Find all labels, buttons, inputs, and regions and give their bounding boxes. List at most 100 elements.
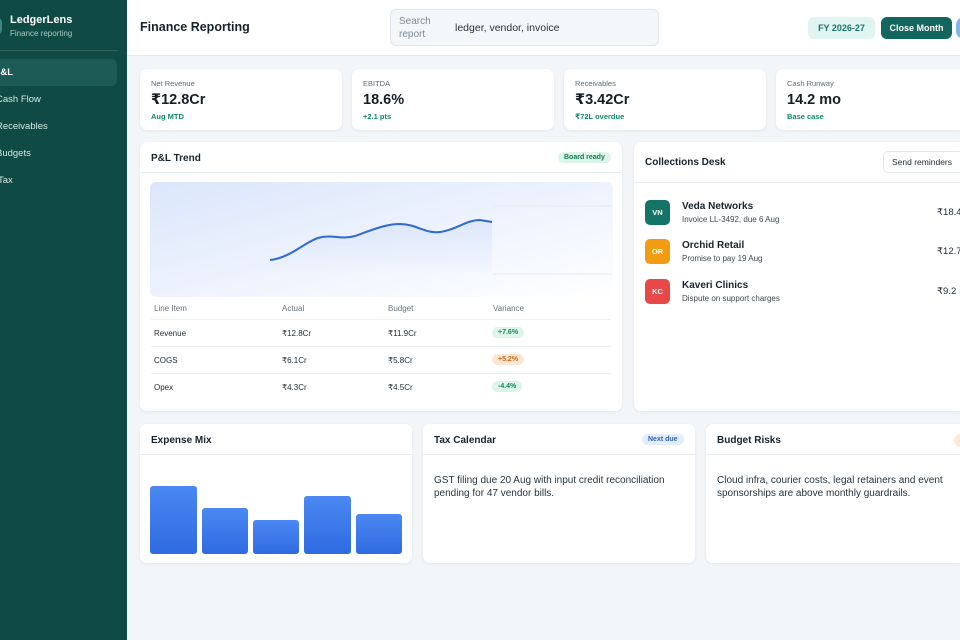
page-title: Finance Reporting <box>140 20 250 34</box>
sidebar-item-label: P&L <box>0 67 13 78</box>
sidebar-item-pl[interactable]: P&L <box>0 59 117 86</box>
card-title: P&L Trend <box>151 153 201 164</box>
table-cell: Revenue <box>154 329 187 338</box>
tax-calendar-card: Tax Calendar Next due GST filing due 20 … <box>423 424 695 563</box>
expense-bar <box>253 520 299 554</box>
column-header: Budget <box>388 304 414 313</box>
sidebar-item-budgets[interactable]: Budgets <box>0 140 127 167</box>
card-title: Collections Desk <box>645 157 726 168</box>
card-title: Tax Calendar <box>434 435 497 446</box>
kpi-note: ₹72L overdue <box>575 112 625 121</box>
kpi-value: ₹3.42Cr <box>575 92 630 108</box>
sidebar-item-label: Budgets <box>0 148 31 159</box>
table-cell: ₹6.1Cr <box>282 356 307 365</box>
table-cell: ₹12.8Cr <box>282 329 312 338</box>
fiscal-year-selector[interactable]: FY 2026-27 <box>808 17 875 39</box>
kpi-label: Net Revenue <box>151 79 195 88</box>
divider <box>151 346 611 347</box>
brand-subtitle: Finance reporting <box>10 29 73 38</box>
table-cell: COGS <box>154 356 178 365</box>
sidebar-item-label: Tax <box>0 175 13 186</box>
risk-badge <box>954 434 960 447</box>
expense-bar <box>356 514 402 554</box>
kpi-value: ₹12.8Cr <box>151 92 206 108</box>
user-avatar[interactable] <box>956 17 960 39</box>
customer-detail: Invoice LL-3492, due 6 Aug <box>682 215 780 224</box>
kpi-label: Receivables <box>575 79 616 88</box>
search-label: Search report <box>399 16 431 40</box>
amount: ₹9.2 <box>937 286 957 297</box>
expense-bar-chart <box>150 486 402 554</box>
divider <box>151 373 611 374</box>
kpi-card-ebitda: EBITDA 18.6% +2.1 pts <box>352 69 554 130</box>
expense-mix-card: Expense Mix <box>140 424 412 563</box>
collections-desk-card: Collections Desk Send reminders VN Veda … <box>634 142 960 411</box>
brand-logo-icon <box>0 17 2 35</box>
kpi-value: 14.2 mo <box>787 92 841 108</box>
table-cell: ₹4.3Cr <box>282 383 307 392</box>
list-item[interactable]: VN Veda Networks Invoice LL-3492, due 6 … <box>645 200 960 232</box>
sidebar-nav: P&L Cash Flow Receivables Budgets Tax <box>0 59 127 194</box>
board-ready-badge: Board ready <box>558 152 611 163</box>
budget-risks-text: Cloud infra, courier costs, legal retain… <box>717 475 943 499</box>
avatar: VN <box>645 200 670 225</box>
send-reminders-button[interactable]: Send reminders <box>883 151 960 173</box>
kpi-card-net-revenue: Net Revenue ₹12.8Cr Aug MTD <box>140 69 342 130</box>
card-title: Expense Mix <box>151 435 212 446</box>
search-value[interactable]: ledger, vendor, invoice <box>455 22 560 34</box>
top-bar: Finance Reporting Search report ledger, … <box>127 0 960 56</box>
brand: LedgerLens Finance reporting <box>0 8 118 51</box>
table-cell: ₹4.5Cr <box>388 383 413 392</box>
column-header: Variance <box>493 304 524 313</box>
expense-bar <box>150 486 197 554</box>
avatar: KC <box>645 279 670 304</box>
next-due-badge: Next due <box>642 434 684 445</box>
card-title: Budget Risks <box>717 435 781 446</box>
divider <box>423 454 695 455</box>
kpi-value: 18.6% <box>363 92 405 108</box>
sidebar-item-receivables[interactable]: Receivables <box>0 113 127 140</box>
kpi-card-cash-runway: Cash Runway 14.2 mo Base case <box>776 69 960 130</box>
budget-risks-card: Budget Risks Cloud infra, courier costs,… <box>706 424 960 563</box>
variance-badge: -4.4% <box>492 381 523 392</box>
customer-name: Veda Networks <box>682 201 754 212</box>
expense-bar <box>304 496 351 554</box>
list-item[interactable]: KC Kaveri Clinics Dispute on support cha… <box>645 279 960 311</box>
kpi-label: Cash Runway <box>787 79 834 88</box>
divider <box>140 172 622 173</box>
column-header: Line Item <box>154 304 187 313</box>
kpi-note: Base case <box>787 112 824 121</box>
amount: ₹12.7 <box>937 246 960 257</box>
table-cell: Opex <box>154 383 174 392</box>
customer-name: Kaveri Clinics <box>682 280 749 291</box>
expense-bar <box>202 508 248 554</box>
kpi-note: +2.1 pts <box>363 112 392 121</box>
pl-trend-card: P&L Trend Board ready Line Item Actual B… <box>140 142 622 411</box>
column-header: Actual <box>282 304 305 313</box>
sidebar-item-tax[interactable]: Tax <box>0 167 127 194</box>
amount: ₹18.4 <box>937 207 960 218</box>
divider <box>140 454 412 455</box>
trend-line <box>269 218 493 261</box>
trend-chart <box>150 182 613 297</box>
divider <box>706 454 960 455</box>
close-month-button[interactable]: Close Month <box>881 17 952 39</box>
customer-detail: Dispute on support charges <box>682 294 780 303</box>
kpi-note: Aug MTD <box>151 112 184 121</box>
tax-calendar-text: GST filing due 20 Aug with input credit … <box>434 475 665 499</box>
kpi-card-receivables: Receivables ₹3.42Cr ₹72L overdue <box>564 69 766 130</box>
sidebar-item-label: Cash Flow <box>0 94 41 105</box>
avatar: OR <box>645 239 670 264</box>
kpi-label: EBITDA <box>363 79 391 88</box>
list-item[interactable]: OR Orchid Retail Promise to pay 19 Aug ₹… <box>645 239 960 271</box>
sidebar-item-label: Receivables <box>0 121 48 132</box>
customer-name: Orchid Retail <box>682 240 745 251</box>
brand-name: LedgerLens <box>10 14 73 26</box>
sidebar-item-cash-flow[interactable]: Cash Flow <box>0 86 127 113</box>
variance-badge: +5.2% <box>492 354 525 365</box>
table-cell: ₹5.8Cr <box>388 356 413 365</box>
table-cell: ₹11.9Cr <box>388 329 417 338</box>
sidebar: LedgerLens Finance reporting P&L Cash Fl… <box>0 0 127 640</box>
customer-detail: Promise to pay 19 Aug <box>682 254 763 263</box>
search-input[interactable]: Search report ledger, vendor, invoice <box>390 9 659 46</box>
